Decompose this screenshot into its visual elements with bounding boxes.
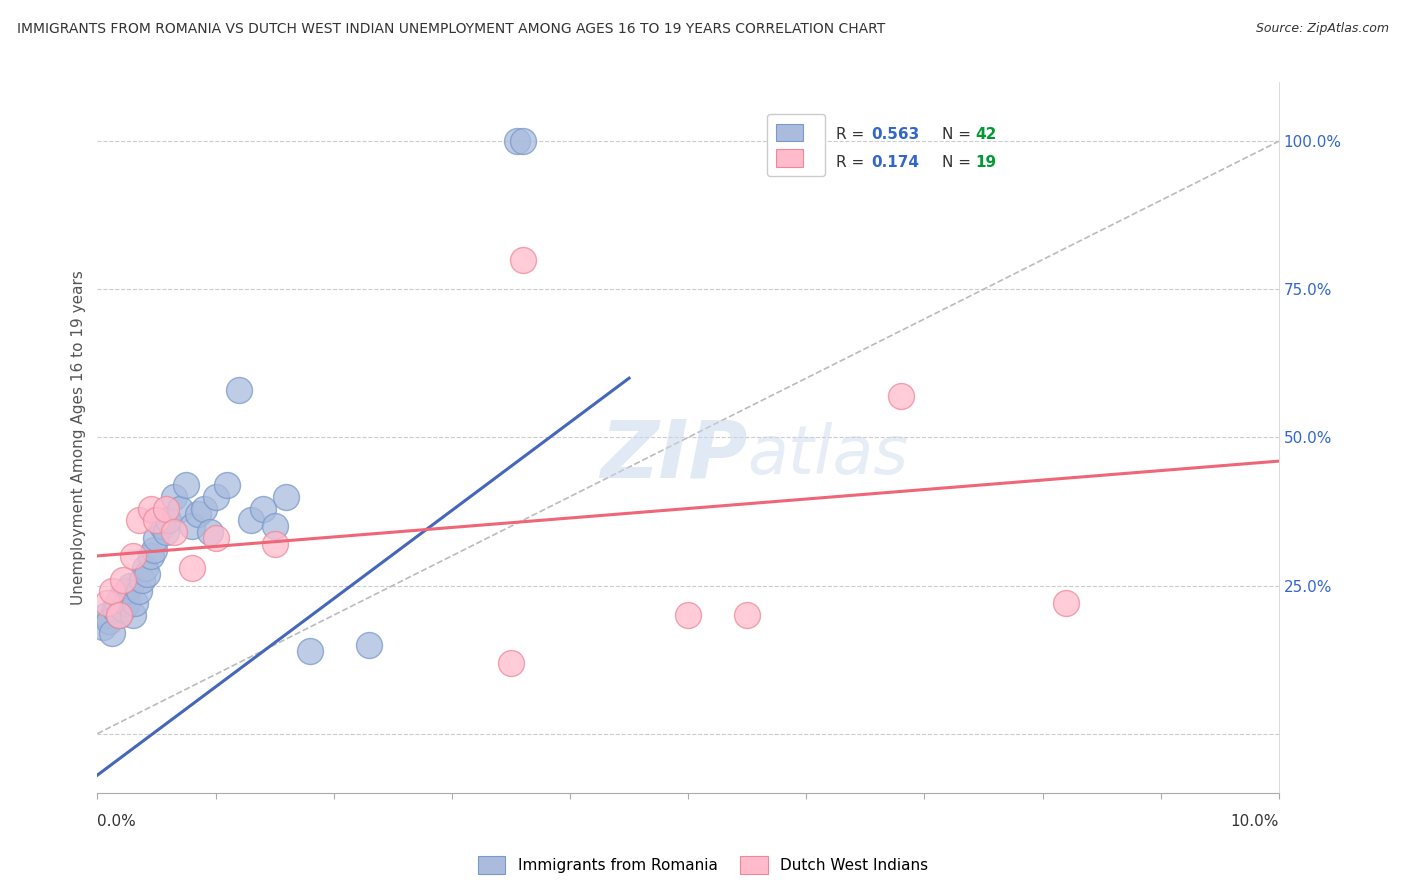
Point — [112, 602, 135, 616]
Point — [174, 478, 197, 492]
Text: 19: 19 — [976, 155, 997, 170]
Point — [121, 608, 143, 623]
Point — [112, 573, 135, 587]
Point — [890, 389, 912, 403]
Text: Source: ZipAtlas.com: Source: ZipAtlas.com — [1256, 22, 1389, 36]
Legend: Immigrants from Romania, Dutch West Indians: Immigrants from Romania, Dutch West Indi… — [471, 850, 935, 880]
Point — [134, 560, 156, 574]
Point — [120, 578, 142, 592]
Point — [91, 620, 114, 634]
Point — [143, 543, 166, 558]
Point — [155, 501, 177, 516]
Point — [359, 638, 381, 652]
Text: IMMIGRANTS FROM ROMANIA VS DUTCH WEST INDIAN UNEMPLOYMENT AMONG AGES 16 TO 19 YE: IMMIGRANTS FROM ROMANIA VS DUTCH WEST IN… — [17, 22, 886, 37]
Point — [124, 596, 146, 610]
Point — [107, 608, 129, 623]
Text: 42: 42 — [976, 127, 997, 142]
Point — [98, 614, 121, 628]
Point — [263, 537, 285, 551]
Point — [193, 501, 215, 516]
Point — [506, 134, 529, 148]
Point — [263, 519, 285, 533]
Text: N =: N = — [942, 127, 976, 142]
Point — [204, 531, 226, 545]
Point — [157, 513, 180, 527]
Point — [204, 490, 226, 504]
Text: R =: R = — [835, 155, 875, 170]
Text: 0.563: 0.563 — [872, 127, 920, 142]
Point — [131, 573, 153, 587]
Legend: , : , — [766, 114, 825, 176]
Text: R =: R = — [835, 127, 869, 142]
Text: 0.174: 0.174 — [872, 155, 920, 170]
Point — [180, 519, 202, 533]
Point — [121, 549, 143, 563]
Point — [499, 656, 522, 670]
Point — [239, 513, 262, 527]
Text: atlas: atlas — [747, 422, 908, 488]
Point — [139, 501, 162, 516]
Point — [107, 596, 129, 610]
Point — [735, 608, 758, 623]
Point — [676, 608, 699, 623]
Point — [169, 501, 191, 516]
Point — [252, 501, 274, 516]
Point — [163, 490, 186, 504]
Point — [145, 531, 167, 545]
Point — [187, 508, 209, 522]
Point — [217, 478, 239, 492]
Point — [110, 591, 132, 605]
Text: 10.0%: 10.0% — [1230, 814, 1279, 829]
Point — [512, 252, 534, 267]
Point — [276, 490, 298, 504]
Text: 0.0%: 0.0% — [97, 814, 136, 829]
Point — [96, 596, 118, 610]
Point — [136, 566, 159, 581]
Point — [1054, 596, 1077, 610]
Point — [180, 560, 202, 574]
Point — [96, 608, 118, 623]
Y-axis label: Unemployment Among Ages 16 to 19 years: Unemployment Among Ages 16 to 19 years — [72, 270, 86, 605]
Point — [155, 525, 177, 540]
Point — [100, 626, 122, 640]
Point — [114, 584, 136, 599]
Point — [128, 513, 150, 527]
Point — [100, 584, 122, 599]
Point — [128, 584, 150, 599]
Text: ZIP: ZIP — [600, 417, 747, 494]
Point — [228, 383, 250, 397]
Point — [198, 525, 221, 540]
Point — [115, 596, 138, 610]
Point — [139, 549, 162, 563]
Point — [145, 513, 167, 527]
Text: N =: N = — [942, 155, 976, 170]
Point — [104, 602, 127, 616]
Point — [163, 525, 186, 540]
Point — [299, 643, 322, 657]
Point — [150, 519, 173, 533]
Point — [512, 134, 534, 148]
Point — [107, 608, 129, 623]
